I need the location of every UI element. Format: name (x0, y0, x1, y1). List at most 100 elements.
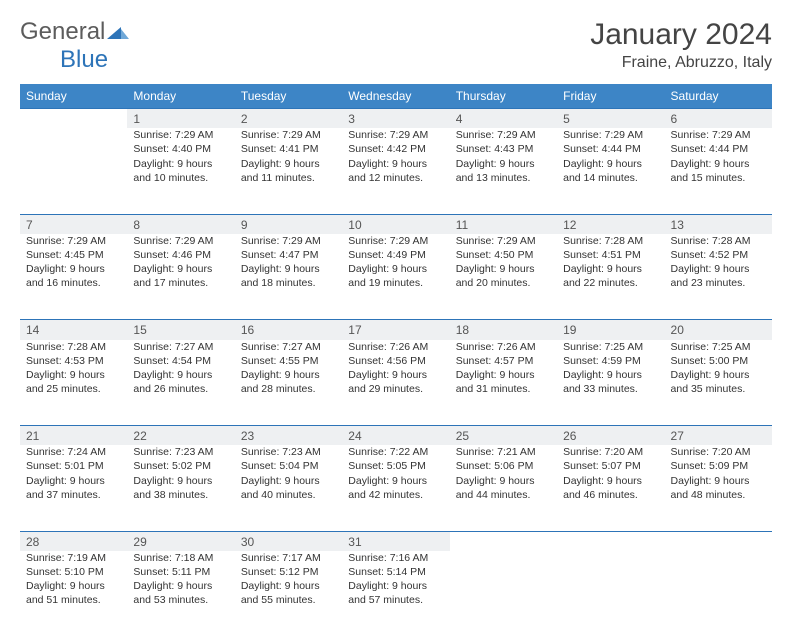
day-detail-line: Sunrise: 7:22 AM (348, 445, 443, 459)
day-detail-line: Sunrise: 7:27 AM (241, 340, 336, 354)
location: Fraine, Abruzzo, Italy (590, 54, 772, 72)
day-detail-line: Sunrise: 7:29 AM (26, 234, 121, 248)
day-content-cell: Sunrise: 7:29 AMSunset: 4:41 PMDaylight:… (235, 128, 342, 214)
day-detail-line: Sunrise: 7:28 AM (671, 234, 766, 248)
day-content-cell: Sunrise: 7:23 AMSunset: 5:02 PMDaylight:… (127, 445, 234, 531)
day-detail-line: Sunset: 5:14 PM (348, 565, 443, 579)
day-detail-line: Daylight: 9 hours and 15 minutes. (671, 157, 766, 185)
day-detail-line: Daylight: 9 hours and 35 minutes. (671, 368, 766, 396)
day-detail-line: Sunrise: 7:25 AM (671, 340, 766, 354)
day-number-cell (450, 531, 557, 551)
day-number-cell: 17 (342, 320, 449, 340)
day-detail-line: Sunset: 4:49 PM (348, 248, 443, 262)
day-detail-line: Daylight: 9 hours and 16 minutes. (26, 262, 121, 290)
day-detail-line: Sunset: 5:06 PM (456, 459, 551, 473)
day-content-cell: Sunrise: 7:16 AMSunset: 5:14 PMDaylight:… (342, 551, 449, 637)
day-detail-line: Daylight: 9 hours and 48 minutes. (671, 474, 766, 502)
logo-mark-icon (107, 18, 129, 46)
day-content-cell: Sunrise: 7:28 AMSunset: 4:52 PMDaylight:… (665, 234, 772, 320)
day-detail-line: Sunset: 5:11 PM (133, 565, 228, 579)
day-number-cell: 5 (557, 109, 664, 129)
day-detail-line: Sunset: 4:45 PM (26, 248, 121, 262)
day-detail-line: Daylight: 9 hours and 40 minutes. (241, 474, 336, 502)
day-detail-line: Daylight: 9 hours and 57 minutes. (348, 579, 443, 607)
day-content-cell: Sunrise: 7:29 AMSunset: 4:44 PMDaylight:… (557, 128, 664, 214)
day-content-cell: Sunrise: 7:20 AMSunset: 5:07 PMDaylight:… (557, 445, 664, 531)
day-number-row: 28293031 (20, 531, 772, 551)
day-number-cell: 18 (450, 320, 557, 340)
day-content-cell: Sunrise: 7:17 AMSunset: 5:12 PMDaylight:… (235, 551, 342, 637)
day-content-cell: Sunrise: 7:27 AMSunset: 4:54 PMDaylight:… (127, 340, 234, 426)
day-detail-line: Sunrise: 7:28 AM (26, 340, 121, 354)
day-detail-line: Sunset: 5:05 PM (348, 459, 443, 473)
day-content-cell: Sunrise: 7:18 AMSunset: 5:11 PMDaylight:… (127, 551, 234, 637)
day-detail-line: Daylight: 9 hours and 29 minutes. (348, 368, 443, 396)
day-detail-line: Sunset: 4:44 PM (563, 142, 658, 156)
day-detail-line: Sunset: 5:00 PM (671, 354, 766, 368)
day-detail-line: Daylight: 9 hours and 10 minutes. (133, 157, 228, 185)
day-detail-line: Sunrise: 7:29 AM (563, 128, 658, 142)
day-detail-line: Sunset: 4:47 PM (241, 248, 336, 262)
day-content-cell: Sunrise: 7:23 AMSunset: 5:04 PMDaylight:… (235, 445, 342, 531)
day-content-cell (20, 128, 127, 214)
day-content-cell: Sunrise: 7:21 AMSunset: 5:06 PMDaylight:… (450, 445, 557, 531)
day-content-row: Sunrise: 7:28 AMSunset: 4:53 PMDaylight:… (20, 340, 772, 426)
day-number-cell: 29 (127, 531, 234, 551)
day-number-cell: 19 (557, 320, 664, 340)
day-number-row: 21222324252627 (20, 426, 772, 446)
day-detail-line: Sunset: 4:52 PM (671, 248, 766, 262)
day-detail-line: Daylight: 9 hours and 37 minutes. (26, 474, 121, 502)
day-detail-line: Daylight: 9 hours and 13 minutes. (456, 157, 551, 185)
day-of-week-header: Wednesday (342, 84, 449, 109)
day-content-cell: Sunrise: 7:29 AMSunset: 4:49 PMDaylight:… (342, 234, 449, 320)
day-detail-line: Sunrise: 7:29 AM (456, 234, 551, 248)
day-detail-line: Sunrise: 7:29 AM (456, 128, 551, 142)
day-content-cell: Sunrise: 7:27 AMSunset: 4:55 PMDaylight:… (235, 340, 342, 426)
day-detail-line: Sunrise: 7:29 AM (348, 128, 443, 142)
day-number-cell: 2 (235, 109, 342, 129)
day-number-cell: 6 (665, 109, 772, 129)
day-content-row: Sunrise: 7:24 AMSunset: 5:01 PMDaylight:… (20, 445, 772, 531)
logo-text-general: General (20, 18, 105, 45)
logo-text-blue: Blue (60, 46, 108, 73)
day-detail-line: Sunset: 4:42 PM (348, 142, 443, 156)
day-detail-line: Sunrise: 7:19 AM (26, 551, 121, 565)
day-detail-line: Daylight: 9 hours and 14 minutes. (563, 157, 658, 185)
day-detail-line: Daylight: 9 hours and 42 minutes. (348, 474, 443, 502)
day-number-cell: 20 (665, 320, 772, 340)
day-detail-line: Daylight: 9 hours and 33 minutes. (563, 368, 658, 396)
day-of-week-header: Saturday (665, 84, 772, 109)
day-number-cell (557, 531, 664, 551)
day-number-row: 14151617181920 (20, 320, 772, 340)
day-detail-line: Sunrise: 7:24 AM (26, 445, 121, 459)
calendar-body: 123456Sunrise: 7:29 AMSunset: 4:40 PMDay… (20, 109, 772, 637)
day-detail-line: Daylight: 9 hours and 38 minutes. (133, 474, 228, 502)
day-detail-line: Sunset: 4:53 PM (26, 354, 121, 368)
day-detail-line: Sunset: 5:04 PM (241, 459, 336, 473)
day-detail-line: Daylight: 9 hours and 25 minutes. (26, 368, 121, 396)
day-detail-line: Daylight: 9 hours and 53 minutes. (133, 579, 228, 607)
day-content-cell: Sunrise: 7:26 AMSunset: 4:57 PMDaylight:… (450, 340, 557, 426)
day-detail-line: Daylight: 9 hours and 28 minutes. (241, 368, 336, 396)
logo-text: GeneralBlue (20, 18, 129, 74)
day-detail-line: Sunset: 5:12 PM (241, 565, 336, 579)
day-number-cell: 3 (342, 109, 449, 129)
day-content-cell: Sunrise: 7:26 AMSunset: 4:56 PMDaylight:… (342, 340, 449, 426)
day-number-cell: 28 (20, 531, 127, 551)
day-detail-line: Sunrise: 7:20 AM (563, 445, 658, 459)
day-content-cell: Sunrise: 7:25 AMSunset: 5:00 PMDaylight:… (665, 340, 772, 426)
day-detail-line: Sunset: 4:59 PM (563, 354, 658, 368)
day-number-cell: 14 (20, 320, 127, 340)
logo: GeneralBlue (20, 18, 129, 74)
day-number-cell: 15 (127, 320, 234, 340)
day-detail-line: Daylight: 9 hours and 20 minutes. (456, 262, 551, 290)
day-number-cell: 16 (235, 320, 342, 340)
day-detail-line: Sunrise: 7:29 AM (241, 234, 336, 248)
day-number-cell: 7 (20, 214, 127, 234)
day-number-cell: 1 (127, 109, 234, 129)
day-detail-line: Sunrise: 7:27 AM (133, 340, 228, 354)
day-detail-line: Daylight: 9 hours and 55 minutes. (241, 579, 336, 607)
day-detail-line: Sunrise: 7:26 AM (348, 340, 443, 354)
day-detail-line: Sunrise: 7:28 AM (563, 234, 658, 248)
day-detail-line: Sunset: 5:01 PM (26, 459, 121, 473)
